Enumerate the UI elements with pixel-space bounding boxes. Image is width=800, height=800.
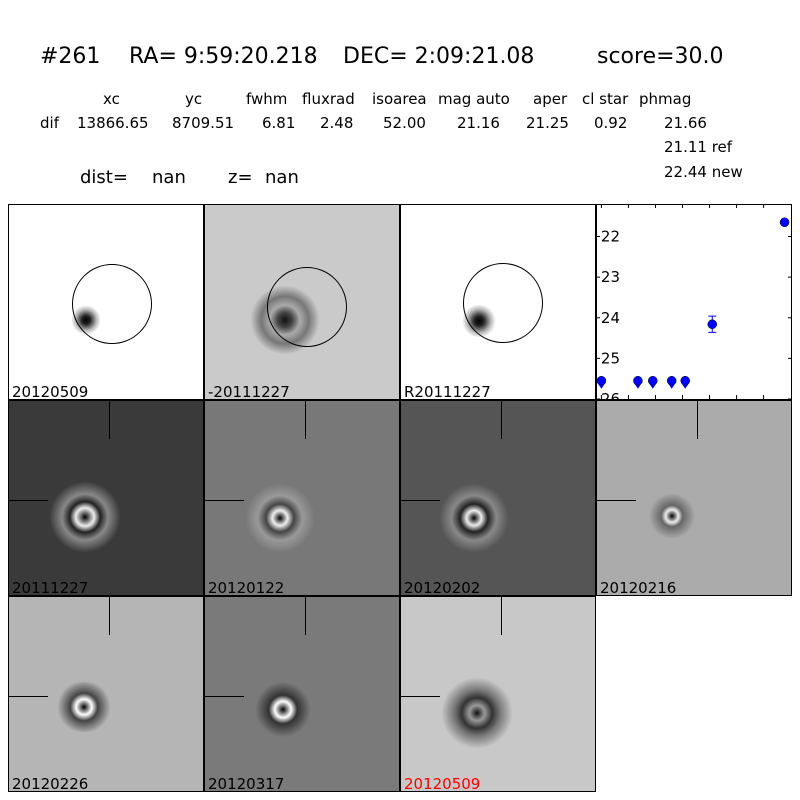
crosshair-horizontal — [401, 696, 440, 698]
crosshair-vertical — [109, 401, 111, 439]
stamp-label: 20120509 — [404, 775, 481, 792]
col-header: aper — [533, 90, 568, 108]
ref-mag: 21.11 ref — [664, 138, 733, 156]
stamp-label: 20120122 — [208, 579, 285, 596]
y-tick-label: 25 — [601, 349, 620, 367]
stamp-label: 20120216 — [600, 579, 677, 596]
crosshair-horizontal — [9, 696, 48, 698]
plot-frame — [596, 204, 792, 400]
stamp-epoch: 20120317 — [204, 596, 400, 792]
col-header: mag auto — [438, 90, 510, 108]
ra: RA= 9:59:20.218 — [129, 44, 318, 69]
crosshair-vertical — [305, 401, 307, 439]
stamp-epoch: 20120509 — [400, 596, 596, 792]
data-point — [633, 375, 643, 386]
col-header: yc — [185, 90, 203, 108]
data-point — [779, 217, 790, 228]
dec: DEC= 2:09:21.08 — [343, 44, 535, 69]
cell: 2.48 — [320, 114, 354, 132]
new-mag: 22.44 new — [664, 163, 743, 181]
crosshair-horizontal — [597, 500, 636, 502]
z-value: nan — [265, 167, 299, 188]
candidate-id: #261 — [40, 44, 101, 69]
data-point — [680, 375, 690, 386]
crosshair-vertical — [697, 401, 699, 439]
residual-blob — [253, 682, 313, 737]
stamp-label: 20120202 — [404, 579, 481, 596]
cell: 6.81 — [262, 114, 296, 132]
stamp-new: 20120509 — [8, 204, 204, 400]
cell: 13866.65 — [77, 114, 149, 132]
col-header: fwhm — [246, 90, 288, 108]
residual-blob — [245, 483, 315, 553]
crosshair-vertical — [305, 597, 307, 635]
stamp-label: 20120509 — [12, 383, 89, 400]
residual-blob — [441, 677, 513, 749]
stamp-ref: R20111227 — [400, 204, 596, 400]
stamp-epoch: 20120202 — [400, 400, 596, 596]
stamp-label: 20120226 — [12, 775, 89, 792]
data-point — [707, 319, 717, 329]
crosshair-horizontal — [205, 696, 244, 698]
col-header: fluxrad — [302, 90, 355, 108]
crosshair-horizontal — [401, 500, 440, 502]
crosshair-vertical — [109, 597, 111, 635]
residual-blob — [54, 682, 114, 732]
cell: 8709.51 — [172, 114, 235, 132]
residual-blob — [439, 483, 509, 553]
aperture-circle — [463, 263, 543, 343]
col-header: isoarea — [372, 90, 427, 108]
y-tick-label: 23 — [601, 268, 620, 286]
stamp-label: -20111227 — [208, 383, 290, 400]
data-point — [648, 375, 658, 386]
residual-blob — [49, 481, 121, 553]
crosshair-vertical — [501, 401, 503, 439]
stamp-diff: -20111227 — [204, 204, 400, 400]
light-curve-plot: 0204060801001202223242526 — [596, 204, 792, 420]
row-label: dif — [40, 114, 59, 132]
dist-value: nan — [152, 167, 186, 188]
crosshair-vertical — [501, 597, 503, 635]
stamp-label: 20120317 — [208, 775, 285, 792]
stamp-epoch: 20120122 — [204, 400, 400, 596]
residual-blob — [647, 491, 697, 541]
aperture-circle — [72, 264, 152, 344]
crosshair-horizontal — [9, 500, 48, 502]
stamp-label: R20111227 — [404, 383, 491, 400]
cell: 21.25 — [526, 114, 569, 132]
stamp-epoch: 20120216 — [596, 400, 792, 596]
dist-label: dist= — [80, 167, 128, 188]
cell: 52.00 — [383, 114, 426, 132]
cell: 0.92 — [594, 114, 628, 132]
col-header: phmag — [639, 90, 692, 108]
stamp-epoch: 20111227 — [8, 400, 204, 596]
z-label: z= — [228, 167, 253, 188]
stamp-label: 20111227 — [12, 579, 89, 596]
stamp-epoch: 20120226 — [8, 596, 204, 792]
data-point — [596, 375, 607, 386]
cell: 21.66 — [664, 114, 707, 132]
data-point — [666, 375, 677, 386]
crosshair-horizontal — [205, 500, 244, 502]
col-header: xc — [103, 90, 120, 108]
score: score=30.0 — [597, 44, 724, 69]
col-header: cl star — [582, 90, 629, 108]
aperture-circle — [267, 267, 347, 347]
y-tick-label: 22 — [601, 228, 620, 246]
cell: 21.16 — [457, 114, 500, 132]
y-tick-label: 24 — [601, 309, 620, 327]
